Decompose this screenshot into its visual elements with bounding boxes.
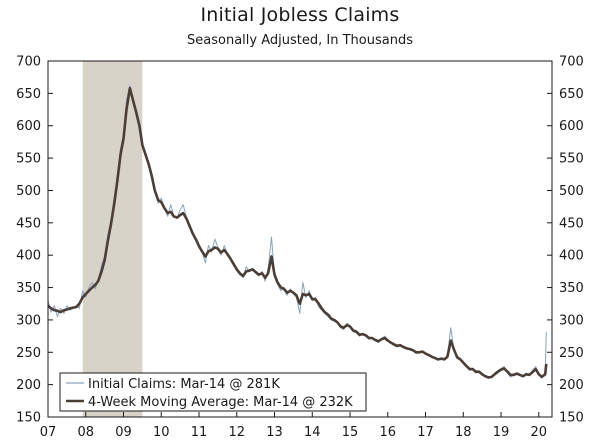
series-layer [47,85,548,379]
x-tick-label: 11 [191,425,208,440]
recession-band-layer [82,61,143,417]
y-tick-label-right: 650 [559,87,584,102]
recession-band [82,61,143,417]
y-tick-label-left: 300 [16,313,41,328]
x-tick-label: 14 [304,425,321,440]
legend: Initial Claims: Mar-14 @ 281K 4-Week Mov… [59,372,367,412]
x-tick-label: 19 [493,425,510,440]
y-tick-label-left: 400 [16,249,41,264]
y-tick-label-right: 300 [559,313,584,328]
x-tick-label: 09 [115,425,132,440]
plot-frame [47,60,553,418]
y-tick-label-right: 200 [559,378,584,393]
y-tick-label-left: 700 [16,55,41,70]
legend-label-moving-average: 4-Week Moving Average: Mar-14 @ 232K [88,395,353,410]
series-line-moving-average [47,86,548,379]
x-tick-label: 20 [531,425,548,440]
y-tick-label-left: 250 [16,346,41,361]
y-tick-label-right: 500 [559,184,584,199]
x-tick-label: 07 [40,425,57,440]
x-tick-label: 17 [417,425,434,440]
y-tick-label-left: 550 [16,152,41,167]
y-tick-label-left: 600 [16,119,41,134]
y-tick-label-right: 550 [559,152,584,167]
y-tick-label-right: 700 [559,55,584,70]
x-tick-label: 08 [77,425,94,440]
chart-title: Initial Jobless Claims [200,4,400,26]
y-tick-label-left: 650 [16,87,41,102]
x-tick-label: 13 [266,425,283,440]
y-tick-label-right: 450 [559,216,584,231]
y-tick-label-right: 400 [559,249,584,264]
legend-box [59,372,367,412]
axis-layer: 150 150 200 200 250 250 300 300 350 350 400 400 450 4… [16,55,584,441]
y-tick-label-left: 350 [16,281,41,296]
x-tick-label: 10 [153,425,170,440]
y-tick-label-left: 150 [16,411,41,426]
x-tick-label: 16 [380,425,397,440]
legend-label-initial-claims: Initial Claims: Mar-14 @ 281K [88,377,280,392]
y-tick-label-left: 200 [16,378,41,393]
y-tick-label-right: 350 [559,281,584,296]
y-tick-label-left: 500 [16,184,41,199]
y-tick-label-left: 450 [16,216,41,231]
y-tick-label-right: 600 [559,119,584,134]
x-tick-label: 18 [455,425,472,440]
chart-subtitle: Seasonally Adjusted, In Thousands [187,33,413,48]
y-tick-label-right: 150 [559,411,584,426]
x-tick-label: 12 [228,425,245,440]
y-tick-label-right: 250 [559,346,584,361]
x-tick-label: 15 [342,425,359,440]
